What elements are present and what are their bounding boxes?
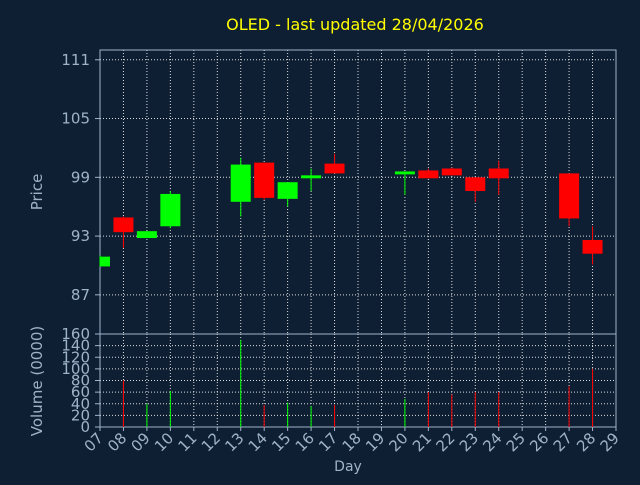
candle-body (441, 168, 462, 176)
price-tick-label: 105 (61, 110, 90, 128)
x-tick-label: 17 (315, 429, 341, 455)
x-tick-label: 12 (198, 429, 224, 455)
candle-body (465, 177, 486, 192)
x-tick-label: 15 (268, 429, 294, 455)
chart-title: OLED - last updated 28/04/2026 (226, 15, 484, 34)
x-tick-label: 23 (456, 429, 482, 455)
volume-tick-label: 160 (61, 325, 90, 343)
candle-body (301, 175, 322, 179)
x-tick-label: 27 (550, 429, 576, 455)
candle-body (488, 168, 509, 179)
candle-body (418, 170, 439, 179)
volume-tick-label: 0 (80, 418, 90, 436)
candle-body (394, 171, 415, 175)
x-tick-label: 08 (104, 429, 130, 455)
volume-tick-label: 140 (61, 337, 90, 355)
price-tick-label: 99 (71, 168, 90, 186)
x-tick-label: 25 (503, 429, 529, 455)
candle-body (230, 164, 251, 202)
x-tick-label: 21 (409, 429, 435, 455)
volume-panel: 0204060801001201401600708091011121314151… (61, 325, 622, 455)
x-tick-label: 16 (292, 429, 318, 455)
volume-tick-label: 20 (71, 406, 90, 424)
x-tick-label: 09 (128, 429, 154, 455)
x-tick-label: 28 (573, 429, 599, 455)
volume-axis-label: Volume (0000) (28, 326, 46, 436)
x-axis-label: Day (334, 459, 362, 475)
x-tick-label: 22 (432, 429, 458, 455)
x-tick-label: 29 (597, 429, 623, 455)
price-axis-label: Price (28, 174, 46, 211)
price-tick-label: 111 (61, 51, 90, 69)
x-tick-label: 26 (526, 429, 552, 455)
volume-tick-label: 120 (61, 348, 90, 366)
volume-tick-label: 100 (61, 360, 90, 378)
candle-body (324, 163, 345, 174)
volume-tick-label: 60 (71, 383, 90, 401)
price-panel: 87 93 99 105 111 (61, 49, 617, 335)
candle-body (559, 173, 580, 219)
volume-tick-label: 40 (71, 395, 90, 413)
candle-body (254, 162, 275, 198)
candle-body (277, 182, 298, 199)
x-tick-label: 13 (221, 429, 247, 455)
x-tick-label: 11 (174, 429, 200, 455)
volume-tick-label: 80 (71, 372, 90, 390)
candle-body (160, 193, 181, 227)
candle-body (113, 217, 134, 233)
x-tick-label: 24 (479, 429, 505, 455)
price-tick-label: 93 (71, 227, 90, 245)
candle-body (100, 256, 110, 267)
x-tick-label: 18 (339, 429, 365, 455)
candle-body (136, 231, 157, 239)
x-tick-label: 19 (362, 429, 388, 455)
x-tick-label: 10 (151, 429, 177, 455)
x-tick-label: 20 (386, 429, 412, 455)
price-tick-label: 87 (71, 286, 90, 304)
x-tick-label: 14 (245, 429, 271, 455)
candle-body (582, 239, 603, 254)
